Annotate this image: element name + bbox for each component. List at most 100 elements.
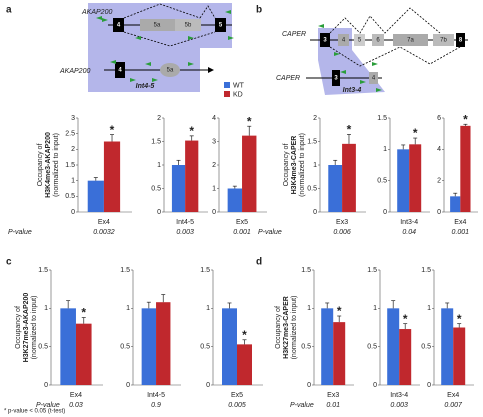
significance-marker: * [457,312,462,326]
y-tick-label: 1 [157,162,161,169]
x-tick-label: Int4-5 [176,219,194,226]
x-tick-label: Ex4 [447,392,459,399]
primers [96,10,234,82]
exon-label: 5a [167,68,174,74]
y-tick-label: 3 [212,138,216,145]
y-axis-label: Occupancy of [15,306,22,349]
exon-label: 3 [334,76,338,82]
error-bar [232,185,237,189]
p-value: 0.04 [402,229,416,236]
bar [342,143,356,212]
y-tick-label: 1 [383,146,387,153]
y-tick-label: 1 [71,178,75,185]
bar [75,323,92,385]
bar [450,196,461,212]
y-tick-label: 0 [71,209,75,216]
error-bar [146,301,151,309]
significance-marker: * [413,126,418,140]
y-tick-label: 0.5 [301,344,311,351]
gene-name: AKAP200 [59,68,90,75]
exon-label: 5 [219,23,223,29]
significance-marker: * [81,306,86,320]
y-tick-label: 2 [313,115,317,122]
bar [441,308,454,385]
bar [87,180,104,212]
significance-marker: * [403,312,408,326]
error-bar [413,137,418,145]
y-tick-label: 0 [427,382,431,389]
significance-marker: * [337,304,342,318]
primers [318,24,382,92]
exon-label: 3 [323,38,327,44]
y-tick-label: 0 [206,382,210,389]
legend-swatch [224,91,230,97]
x-tick-label: Ex5 [231,392,243,399]
y-tick-label: 1.5 [301,267,311,274]
y-tick-label: 2 [71,146,75,153]
y-tick-label: 4 [212,115,216,122]
y-tick-label: 1.5 [367,267,377,274]
panel-label: a [6,5,12,16]
error-bar [325,302,330,309]
error-bar [403,323,408,330]
y-tick-label: 1 [126,305,130,312]
error-bar [453,192,458,197]
y-tick-label: 0 [307,382,311,389]
bar [60,308,76,385]
y-axis-label: Occupancy of [37,144,44,187]
y-tick-label: 1 [313,162,317,169]
error-bar [81,317,86,324]
x-tick-label: Int3-4 [390,392,408,399]
bar [333,322,346,385]
exon-label: 5a [154,23,161,29]
y-axis-label: H3K27me3-AKAP200 [23,293,30,363]
exon [369,72,378,84]
p-value: 0.003 [390,402,408,409]
bar [399,329,412,385]
y-axis-label: H3K4me3-AKAP200 [45,132,52,198]
y-axis-label: H3K27me3-CAPER [283,296,290,359]
splice [329,7,441,34]
panel-label: d [256,257,262,268]
y-axis-label: Occupancy of [275,306,282,349]
x-tick-label: Ex4 [98,219,110,226]
legend-swatch [224,82,230,88]
y-tick-label: 0.5 [200,344,210,351]
y-tick-label: 1.5 [38,267,48,274]
y-tick-label: 1.5 [307,138,317,145]
x-tick-label: Ex4 [70,392,82,399]
bar [460,125,471,212]
x-tick-label: Int3-4 [400,219,418,226]
panel-label: b [256,5,262,16]
y-tick-label: 2 [157,115,161,122]
p-value: 0.003 [176,229,194,236]
exon [354,34,365,46]
gene-name: AKAP200 [81,9,112,16]
exon [332,70,340,86]
p-value: 0.006 [333,229,351,236]
p-value: 0.03 [69,402,83,409]
y-tick-label: 1 [212,185,216,192]
error-bar [176,159,181,165]
y-tick-label: 1.5 [200,267,210,274]
y-tick-label: 0 [126,382,130,389]
y-tick-label: 0 [313,209,317,216]
splice [199,5,216,19]
y-tick-label: 1 [307,305,311,312]
exon [393,34,428,46]
exon [456,33,465,47]
y-tick-label: 0 [212,209,216,216]
bar [328,165,343,212]
region-shade [88,3,232,92]
significance-marker: * [247,114,252,128]
x-tick-label: Ex5 [236,219,248,226]
error-bar [247,125,252,136]
error-bar [110,134,115,142]
error-bar [161,294,166,303]
bar [453,327,466,385]
gene-name: CAPER [276,75,300,82]
y-axis-label: (normalized to input) [299,133,306,197]
significance-marker: * [463,112,468,126]
y-tick-label: 4 [437,146,441,153]
bar [185,140,199,212]
